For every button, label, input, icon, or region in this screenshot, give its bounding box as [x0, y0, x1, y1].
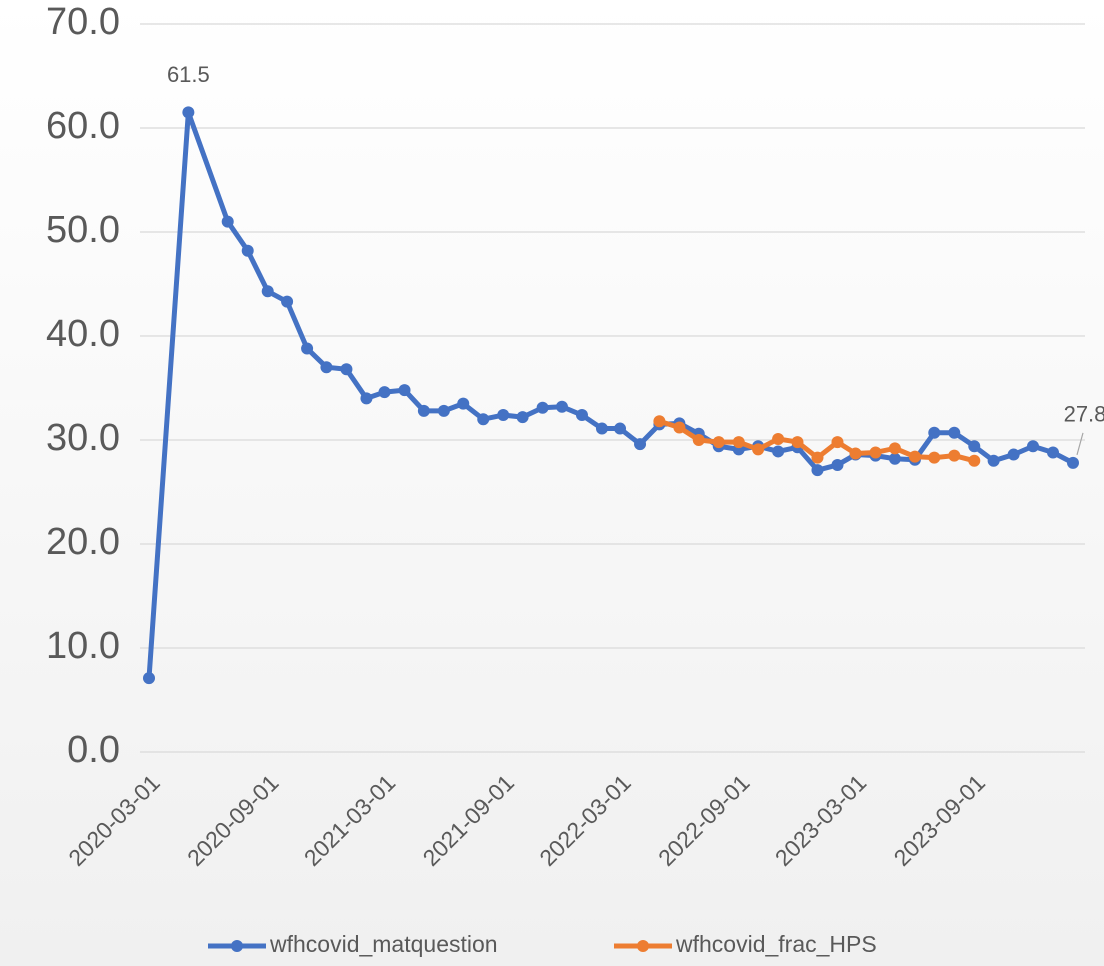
marker	[653, 415, 666, 428]
marker	[908, 450, 921, 463]
marker	[575, 409, 588, 422]
marker	[634, 438, 647, 451]
marker	[869, 446, 882, 459]
marker	[1067, 456, 1079, 469]
marker	[614, 422, 627, 435]
marker	[378, 386, 391, 399]
marker	[536, 401, 549, 414]
marker	[398, 384, 411, 397]
y-tick-label: 10.0	[46, 625, 120, 667]
y-tick-label: 30.0	[46, 417, 120, 459]
marker	[888, 442, 901, 455]
y-tick-label: 0.0	[67, 729, 120, 771]
marker	[732, 436, 745, 449]
marker	[497, 409, 510, 422]
marker	[241, 244, 254, 257]
label-leader	[1076, 432, 1084, 456]
x-tick-label: 2020-03-01	[63, 769, 165, 871]
marker	[182, 106, 195, 119]
marker	[221, 215, 234, 228]
marker	[1007, 448, 1020, 461]
marker	[948, 426, 961, 439]
marker	[987, 454, 1000, 467]
y-tick-label: 20.0	[46, 521, 120, 563]
marker	[673, 421, 686, 434]
marker	[595, 422, 608, 435]
x-tick-label: 2021-03-01	[299, 769, 401, 871]
marker	[477, 413, 490, 426]
marker	[261, 285, 274, 298]
x-tick-label: 2023-09-01	[889, 769, 991, 871]
x-tick-label: 2021-09-01	[417, 769, 519, 871]
marker	[143, 672, 155, 685]
legend-label: wfhcovid_frac_HPS	[675, 931, 877, 957]
marker	[281, 295, 294, 308]
marker	[301, 342, 314, 355]
legend-label: wfhcovid_matquestion	[269, 931, 498, 957]
data-label: 27.8	[1064, 402, 1104, 427]
y-tick-label: 40.0	[46, 313, 120, 355]
marker	[831, 436, 844, 449]
marker	[888, 452, 901, 465]
marker	[457, 397, 470, 410]
y-tick-label: 70.0	[46, 1, 120, 43]
marker	[849, 447, 862, 460]
marker	[437, 404, 450, 417]
legend-marker	[637, 940, 649, 952]
marker	[772, 445, 785, 458]
marker	[791, 436, 804, 449]
marker	[811, 451, 824, 464]
marker	[692, 434, 705, 446]
y-tick-label: 50.0	[46, 209, 120, 251]
marker	[360, 392, 373, 405]
x-tick-label: 2020-09-01	[182, 769, 284, 871]
legend-item: wfhcovid_frac_HPS	[614, 931, 877, 957]
x-tick-label: 2022-03-01	[534, 769, 636, 871]
marker	[340, 363, 353, 376]
x-tick-label: 2023-03-01	[770, 769, 872, 871]
marker	[968, 440, 981, 453]
marker	[516, 411, 529, 424]
y-tick-label: 60.0	[46, 105, 120, 147]
marker	[968, 454, 981, 467]
marker	[555, 400, 568, 413]
x-tick-label: 2022-09-01	[653, 769, 755, 871]
marker	[928, 451, 941, 464]
marker	[417, 404, 430, 417]
data-label: 61.5	[167, 62, 210, 87]
marker	[948, 449, 961, 462]
marker	[928, 426, 941, 439]
marker	[1046, 446, 1059, 459]
marker	[811, 464, 824, 477]
marker	[752, 443, 765, 456]
legend-marker	[231, 940, 243, 952]
marker	[772, 432, 785, 445]
legend-item: wfhcovid_matquestion	[208, 931, 498, 957]
marker	[1026, 440, 1039, 453]
marker	[712, 436, 725, 449]
marker	[320, 361, 333, 374]
marker	[831, 458, 844, 471]
line	[146, 109, 1075, 679]
